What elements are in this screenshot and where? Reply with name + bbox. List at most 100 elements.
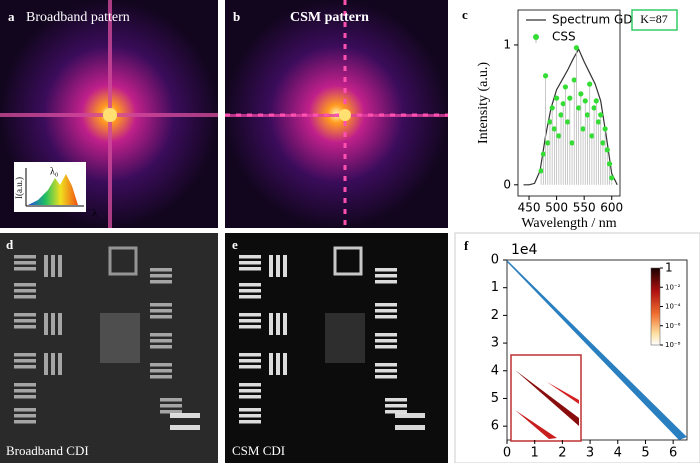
target-bar bbox=[14, 414, 36, 418]
target-bar bbox=[239, 389, 261, 393]
target-bar bbox=[269, 313, 273, 335]
stem-marker bbox=[598, 112, 604, 118]
target-bar bbox=[14, 283, 36, 287]
panel-title: Broadband pattern bbox=[26, 10, 130, 25]
stem-marker bbox=[551, 126, 557, 132]
stem-marker bbox=[595, 119, 602, 125]
y-tick-label: 4 bbox=[491, 363, 499, 378]
target-bar bbox=[239, 295, 261, 299]
stem-marker bbox=[538, 168, 544, 174]
target-bar bbox=[375, 363, 397, 367]
colorbar-tick-label: 1 bbox=[665, 261, 673, 275]
target-bar bbox=[51, 255, 55, 277]
y-tick-label: 0 bbox=[491, 253, 499, 268]
panel-title: CSM pattern bbox=[290, 10, 369, 25]
panel-e: e CSM CDI bbox=[225, 233, 448, 463]
target-bar bbox=[385, 404, 407, 408]
panel-label: c bbox=[462, 7, 468, 22]
y-axis-label: Intensity (a.u.) bbox=[476, 62, 491, 144]
stem-marker bbox=[556, 133, 562, 139]
panel-caption: CSM CDI bbox=[232, 443, 285, 458]
target-bar bbox=[375, 369, 397, 373]
colorbar bbox=[650, 267, 661, 346]
target-bar bbox=[14, 420, 36, 424]
target-bar bbox=[14, 295, 36, 299]
legend-label: CSS bbox=[552, 30, 576, 44]
x-axis-label: Wavelength / nm bbox=[521, 216, 616, 231]
target-bar bbox=[44, 255, 48, 277]
target-bar bbox=[375, 303, 397, 307]
target-bar bbox=[239, 283, 261, 287]
stem-marker bbox=[589, 133, 595, 139]
stem-marker bbox=[580, 126, 586, 132]
target-bar bbox=[14, 319, 36, 323]
target-bar bbox=[239, 383, 261, 387]
target-bar bbox=[239, 261, 261, 265]
panel-d: d Broadband CDI bbox=[0, 233, 218, 463]
target-bar bbox=[44, 313, 48, 335]
y-tick-label: 5 bbox=[491, 391, 499, 406]
target-bar bbox=[160, 398, 182, 402]
stem-marker bbox=[600, 140, 606, 146]
target-bar bbox=[14, 365, 36, 369]
target-center bbox=[100, 313, 140, 363]
x-tick-label: 6 bbox=[669, 446, 677, 461]
target-bar bbox=[150, 369, 172, 373]
target-bar bbox=[276, 255, 280, 277]
target-bar bbox=[283, 255, 287, 277]
target-bar bbox=[14, 389, 36, 393]
target-bar bbox=[150, 339, 172, 343]
colorbar-tick-label: 10⁻² bbox=[665, 283, 681, 291]
target-bar bbox=[150, 309, 172, 313]
target-bar bbox=[283, 313, 287, 335]
y-tick-label: 3 bbox=[491, 336, 499, 351]
inset-peak-label: λ₀ bbox=[50, 166, 59, 177]
stem-marker bbox=[582, 98, 588, 104]
panel-label: a bbox=[8, 9, 15, 24]
stem-marker bbox=[609, 175, 615, 181]
target-bar bbox=[239, 325, 261, 329]
panel-label: b bbox=[233, 9, 240, 24]
stem-marker bbox=[606, 161, 613, 167]
stem-marker bbox=[602, 126, 608, 132]
target-bar bbox=[239, 420, 261, 424]
colorbar-tick-label: 10⁻⁴ bbox=[665, 303, 681, 311]
panel-caption: Broadband CDI bbox=[6, 443, 89, 458]
target-bar bbox=[150, 363, 172, 367]
annotation: K=87 bbox=[640, 12, 667, 26]
stem-marker bbox=[593, 98, 599, 104]
x-tick-label: 4 bbox=[614, 446, 622, 461]
x-tick-label: 0 bbox=[503, 446, 511, 461]
stem-marker bbox=[569, 140, 575, 146]
target-bar bbox=[375, 315, 397, 319]
target-bar bbox=[276, 313, 280, 335]
target-bar bbox=[58, 353, 62, 375]
target-bar bbox=[375, 375, 397, 379]
stem-marker bbox=[553, 95, 560, 101]
target-bar bbox=[150, 268, 172, 272]
target-bar bbox=[14, 395, 36, 399]
target-bar bbox=[375, 333, 397, 337]
y-tick-label: 1 bbox=[491, 280, 499, 295]
target-bar bbox=[14, 261, 36, 265]
target-bar bbox=[375, 280, 397, 284]
target-bar bbox=[239, 313, 261, 317]
target-bar bbox=[239, 395, 261, 399]
target-bar-large bbox=[395, 413, 425, 418]
target-bar bbox=[150, 303, 172, 307]
zoom-band bbox=[515, 410, 557, 439]
target-bar bbox=[58, 313, 62, 335]
target-square bbox=[333, 246, 363, 276]
target-bar bbox=[375, 345, 397, 349]
legend-label: Spectrum GD bbox=[552, 13, 633, 27]
stem-marker bbox=[549, 105, 555, 111]
x-tick-label: 2 bbox=[558, 446, 566, 461]
inset-spectrum bbox=[28, 174, 78, 205]
target-bar bbox=[14, 313, 36, 317]
target-bar bbox=[14, 408, 36, 412]
panel-b: b CSM pattern bbox=[225, 0, 448, 228]
spectrum-line bbox=[523, 47, 618, 186]
x-tick-label: 3 bbox=[586, 446, 594, 461]
target-bar bbox=[14, 359, 36, 363]
offset-label: 1e4 bbox=[511, 242, 538, 258]
